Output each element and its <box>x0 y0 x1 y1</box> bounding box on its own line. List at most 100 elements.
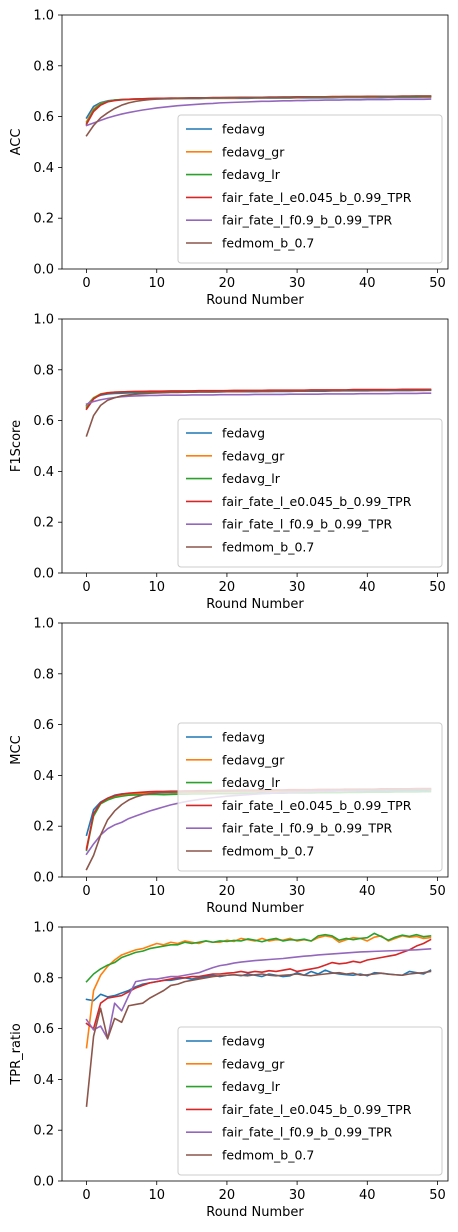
y-tick-label: 0.0 <box>33 1175 54 1190</box>
x-tick-label: 30 <box>289 884 306 899</box>
legend-entry: fedavg_gr <box>222 752 285 767</box>
x-tick-label: 50 <box>429 276 446 291</box>
chart-2: 0 10 20 30 40 50 0.0 0.2 0.4 0.6 0.8 1.0 Round Numbe… <box>9 313 449 612</box>
legend-entry: fedavg <box>222 426 265 441</box>
series-line-fedmom_b_0.7 <box>85 970 432 1107</box>
y-tick-label: 0.8 <box>33 363 54 378</box>
legend-entry: fedmom_b_0.7 <box>222 540 314 555</box>
legend-entry: fedavg_lr <box>222 775 281 790</box>
x-axis-label: Round Number <box>206 1205 304 1220</box>
x-tick-label: 10 <box>148 1188 165 1203</box>
y-tick-label: 0.8 <box>33 59 54 74</box>
y-tick-label: 0.4 <box>33 1073 54 1088</box>
y-tick-label: 0.2 <box>33 820 54 835</box>
y-tick-label: 0.0 <box>33 567 54 582</box>
legend-entry: fedavg_lr <box>222 167 281 182</box>
y-axis-label: MCC <box>9 735 24 764</box>
x-tick-label: 30 <box>289 1188 306 1203</box>
legend-entry: fedavg_gr <box>222 448 285 463</box>
y-tick-label: 0.0 <box>33 871 54 886</box>
y-tick-label: 1.0 <box>33 9 54 24</box>
legend-entry: fedavg_lr <box>222 1079 281 1094</box>
y-tick-label: 0.4 <box>33 465 54 480</box>
y-tick-label: 0.6 <box>33 718 54 733</box>
y-axis-label: ACC <box>9 129 24 156</box>
legend: fedavg fedavg_gr fedavg_lr fair_fate_l_e0.0… <box>177 1026 443 1176</box>
y-tick-label: 0.2 <box>33 516 54 531</box>
chart-1: 0 10 20 30 40 50 0.0 0.2 0.4 0.6 0.8 1.0 Round Numbe… <box>9 9 449 308</box>
plot-frame <box>61 318 449 574</box>
x-tick-label: 0 <box>82 276 90 291</box>
legend-entry: fedavg <box>222 730 265 745</box>
series-line-fair_fate_l_f0.9_b_0.99_TPR <box>85 947 432 1040</box>
y-tick-label: 0.2 <box>33 1124 54 1139</box>
legend-entry: fair_fate_l_f0.9_b_0.99_TPR <box>222 213 393 228</box>
legend-entry: fair_fate_l_f0.9_b_0.99_TPR <box>222 517 393 532</box>
legend: fedavg fedavg_gr fedavg_lr fair_fate_l_e0.0… <box>177 114 443 264</box>
y-tick-label: 0.6 <box>33 110 54 125</box>
x-tick-label: 10 <box>148 276 165 291</box>
legend-box <box>177 418 443 568</box>
x-tick-label: 50 <box>429 1188 446 1203</box>
legend-entry: fair_fate_l_e0.045_b_0.99_TPR <box>222 494 412 509</box>
y-tick-label: 1.0 <box>33 313 54 328</box>
y-axis-label: TPR_ratio <box>9 1023 24 1085</box>
y-tick-label: 0.2 <box>33 212 54 227</box>
x-tick-label: 50 <box>429 884 446 899</box>
plot-frame <box>61 622 449 878</box>
series-line-fedavg_lr <box>85 932 432 983</box>
series-line-fair_fate_l_e0.045_b_0.99_TPR <box>85 938 432 1030</box>
x-tick-label: 30 <box>289 580 306 595</box>
x-tick-label: 40 <box>359 580 376 595</box>
legend-entry: fedavg <box>222 1034 265 1049</box>
x-tick-label: 30 <box>289 276 306 291</box>
legend-entry: fedmom_b_0.7 <box>222 1148 314 1163</box>
legend-entry: fedmom_b_0.7 <box>222 236 314 251</box>
y-tick-label: 0.6 <box>33 1022 54 1037</box>
series-line-fair_fate_l_f0.9_b_0.99_TPR <box>85 98 432 127</box>
y-axis-label: F1Score <box>9 420 24 472</box>
x-tick-label: 0 <box>82 580 90 595</box>
series-line-fair_fate_l_f0.9_b_0.99_TPR <box>85 392 432 406</box>
legend: fedavg fedavg_gr fedavg_lr fair_fate_l_e0.0… <box>177 722 443 872</box>
plot-frame <box>61 926 449 1182</box>
y-tick-label: 0.6 <box>33 414 54 429</box>
legend-entry: fair_fate_l_f0.9_b_0.99_TPR <box>222 821 393 836</box>
legend-entry: fedavg <box>222 122 265 137</box>
legend-box <box>177 114 443 264</box>
chart-4: 0 10 20 30 40 50 0.0 0.2 0.4 0.6 0.8 1.0 Round Numbe… <box>9 921 449 1220</box>
x-tick-label: 20 <box>219 276 236 291</box>
y-tick-label: 0.8 <box>33 667 54 682</box>
legend-box <box>177 1026 443 1176</box>
x-tick-label: 10 <box>148 884 165 899</box>
series-line-fedavg <box>85 969 432 1002</box>
x-tick-label: 0 <box>82 1188 90 1203</box>
y-tick-label: 1.0 <box>33 617 54 632</box>
legend-entry: fedavg_gr <box>222 1056 285 1071</box>
chart-3: 0 10 20 30 40 50 0.0 0.2 0.4 0.6 0.8 1.0 Round Numbe… <box>9 617 449 916</box>
legend-box <box>177 722 443 872</box>
y-tick-label: 0.8 <box>33 971 54 986</box>
legend-entry: fedavg_gr <box>222 144 285 159</box>
x-tick-label: 10 <box>148 580 165 595</box>
x-tick-label: 0 <box>82 884 90 899</box>
legend-entry: fair_fate_l_f0.9_b_0.99_TPR <box>222 1125 393 1140</box>
series-line-fedmom_b_0.7 <box>85 389 432 437</box>
y-tick-label: 0.4 <box>33 769 54 784</box>
series-line-fedmom_b_0.7 <box>85 95 432 137</box>
x-tick-label: 20 <box>219 1188 236 1203</box>
x-tick-label: 40 <box>359 1188 376 1203</box>
legend-entry: fair_fate_l_e0.045_b_0.99_TPR <box>222 190 412 205</box>
x-tick-label: 20 <box>219 884 236 899</box>
legend-entry: fair_fate_l_e0.045_b_0.99_TPR <box>222 1102 412 1117</box>
x-axis-label: Round Number <box>206 901 304 916</box>
y-tick-label: 1.0 <box>33 921 54 936</box>
x-tick-label: 50 <box>429 580 446 595</box>
y-tick-label: 0.4 <box>33 161 54 176</box>
plot-frame <box>61 14 449 270</box>
legend-entry: fedmom_b_0.7 <box>222 844 314 859</box>
series-line-fair_fate_l_e0.045_b_0.99_TPR <box>85 388 432 411</box>
x-tick-label: 40 <box>359 884 376 899</box>
y-tick-label: 0.0 <box>33 263 54 278</box>
